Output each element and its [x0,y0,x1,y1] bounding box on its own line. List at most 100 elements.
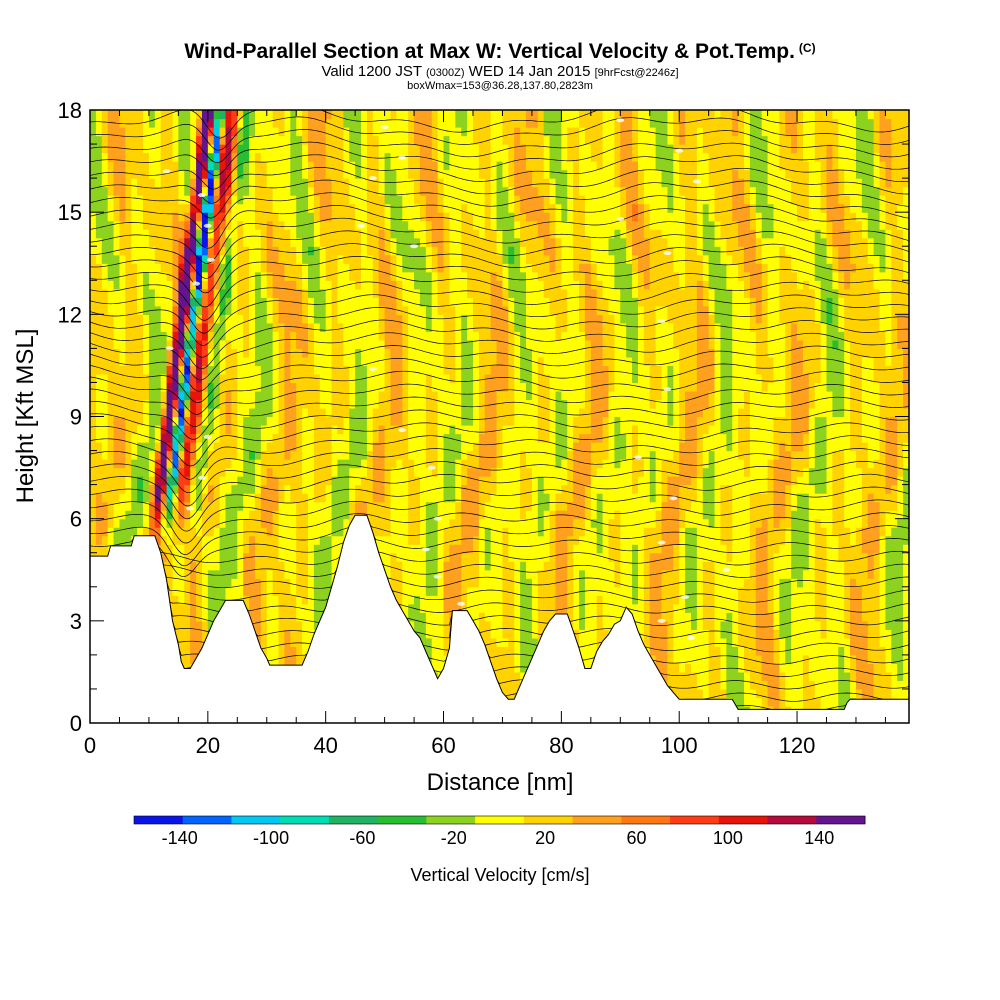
w-field-cell [732,220,739,264]
terrain-outline [89,514,909,710]
isentrope-line [90,383,909,428]
w-field-cell [137,476,144,503]
w-field-cell [196,322,203,332]
w-field-cell [862,714,868,723]
w-field-cell [190,339,197,349]
w-field-cell [113,348,121,418]
w-field-cell [160,484,168,494]
w-field-cell [213,161,221,171]
w-field-cell [679,144,686,196]
w-field-cell [196,416,203,426]
w-field-cell [95,544,103,596]
w-field-cell [632,297,639,384]
w-field-cell [449,654,456,682]
w-field-cell [119,416,126,469]
w-field-cell [838,416,845,452]
w-field-cell [850,110,857,213]
w-field-cell [107,195,115,222]
w-field-cell [608,663,615,699]
w-field-cell [178,527,185,545]
w-field-cell [131,433,138,460]
w-field-cell [879,271,887,332]
w-field-cell [308,254,315,298]
isentrope-label-mark [398,155,407,160]
w-field-cell [543,297,551,375]
w-field-cell [361,671,368,710]
w-field-cell [897,680,904,710]
w-field-cell [614,416,621,469]
w-field-cell [207,305,215,324]
w-field-cell [337,433,344,460]
w-field-cell [873,501,881,554]
w-field-cell [272,433,280,477]
w-field-cell [502,144,509,188]
w-field-cell [549,705,557,710]
w-field-cell [172,416,179,426]
w-field-cell [378,229,386,307]
w-field-cell [490,229,498,273]
w-field-cell [254,152,262,230]
w-field-cell [755,110,763,213]
w-field-cell [319,331,327,409]
w-field-cell [190,169,197,179]
w-field-cell [514,705,521,710]
w-field-cell [372,135,380,298]
w-field-cell [343,646,350,690]
w-field-cell [148,535,156,554]
w-field-cell [467,425,474,452]
w-field-cell [779,169,786,247]
x-tick-label: 40 [313,733,337,758]
w-field-cell [325,220,333,281]
isentrope-line [90,217,909,264]
w-field-cell [715,714,721,723]
w-field-cell [561,510,568,656]
w-field-cell [620,433,627,460]
w-field-cell [744,476,751,579]
w-field-cell [178,442,185,452]
isentrope-line [90,167,909,204]
w-field-cell [160,433,168,443]
w-field-cell [714,322,722,647]
w-field-cell [520,518,527,562]
isentrope-label-mark [410,244,419,249]
w-field-cell [873,152,881,188]
w-field-cell [526,127,533,171]
w-field-cell [667,476,674,571]
w-field-cell [820,493,828,528]
w-field-cell [213,271,221,290]
w-field-cell [249,110,256,137]
colorbar-swatch [670,816,720,824]
w-field-cell [850,680,857,699]
w-field-cell [296,237,303,264]
w-field-cell [903,280,909,315]
w-field-cell [207,118,215,128]
w-field-cell [178,280,185,349]
w-field-cell [355,467,362,486]
w-field-cell [708,561,716,710]
w-field-cell [196,203,203,213]
w-field-cell [154,612,162,710]
w-field-cell [555,110,562,205]
w-field-cell [855,688,863,707]
w-field-cell [131,178,138,264]
w-field-cell [378,195,386,230]
w-field-cell [219,314,227,341]
w-field-cell [390,110,397,120]
w-field-cell [296,348,303,596]
w-field-cell [514,237,521,332]
w-field-cell [249,407,256,452]
w-field-cell [237,314,244,477]
w-field-cell [690,390,698,477]
w-field-cell [143,501,150,528]
w-field-cell [402,663,409,710]
w-field-cell [632,203,639,222]
w-field-cell [614,229,621,290]
w-field-cell [172,407,179,418]
w-field-cell [178,399,185,409]
w-field-cell [207,212,215,222]
w-field-cell [467,654,474,710]
w-field-cell [190,186,197,196]
w-field-cell [673,663,680,710]
w-field-cell [690,671,698,710]
